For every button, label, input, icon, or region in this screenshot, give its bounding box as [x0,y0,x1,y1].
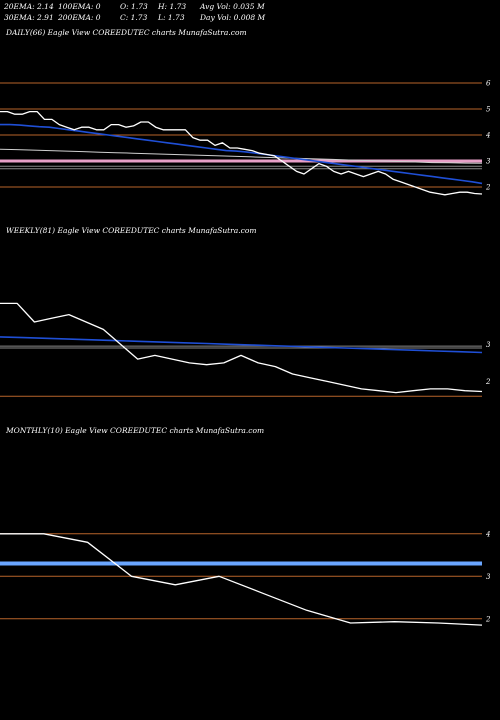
header-low: L: 1.73 [158,13,185,22]
daily-ytick-6: 6 [486,80,491,88]
header-open: O: 1.73 [120,2,148,11]
monthly-ytick-3: 3 [486,573,491,581]
weekly-panel-label: WEEKLY(81) Eagle View COREEDUTEC charts … [6,226,257,235]
header-ema200: 200EMA: 0 [58,13,101,22]
header-avg-vol: Avg Vol: 0.035 M [200,2,265,11]
header-ema100: 100EMA: 0 [58,2,101,11]
daily-ema-fast-line [0,123,483,185]
daily-pink-band [0,159,482,163]
header-close: C: 1.73 [120,13,148,22]
monthly-ytick-4: 4 [485,530,490,538]
daily-ytick-4: 4 [485,132,490,140]
monthly-ytick-2: 2 [485,615,491,623]
weekly-ema-fast-line [0,336,483,354]
daily-ytick-3: 3 [486,158,491,166]
daily-ema-slow-line [0,148,483,164]
weekly-ytick-3: 3 [486,341,491,349]
header-ema30: 30EMA: 2.91 [4,13,54,22]
header-ema20: 20EMA: 2.14 [4,2,54,11]
daily-ytick-5: 5 [486,106,491,114]
daily-ytick-2: 2 [485,184,491,192]
weekly-ytick-2: 2 [485,378,491,386]
header-high: H: 1.73 [158,2,187,11]
daily-panel-label: DAILY(66) Eagle View COREEDUTEC charts M… [6,28,247,37]
header-day-vol: Day Vol: 0.008 M [200,13,266,22]
monthly-price-line [0,533,483,626]
weekly-price-line [0,302,483,394]
daily-price-line [0,110,483,196]
monthly-panel-label: MONTHLY(10) Eagle View COREEDUTEC charts… [6,426,265,435]
